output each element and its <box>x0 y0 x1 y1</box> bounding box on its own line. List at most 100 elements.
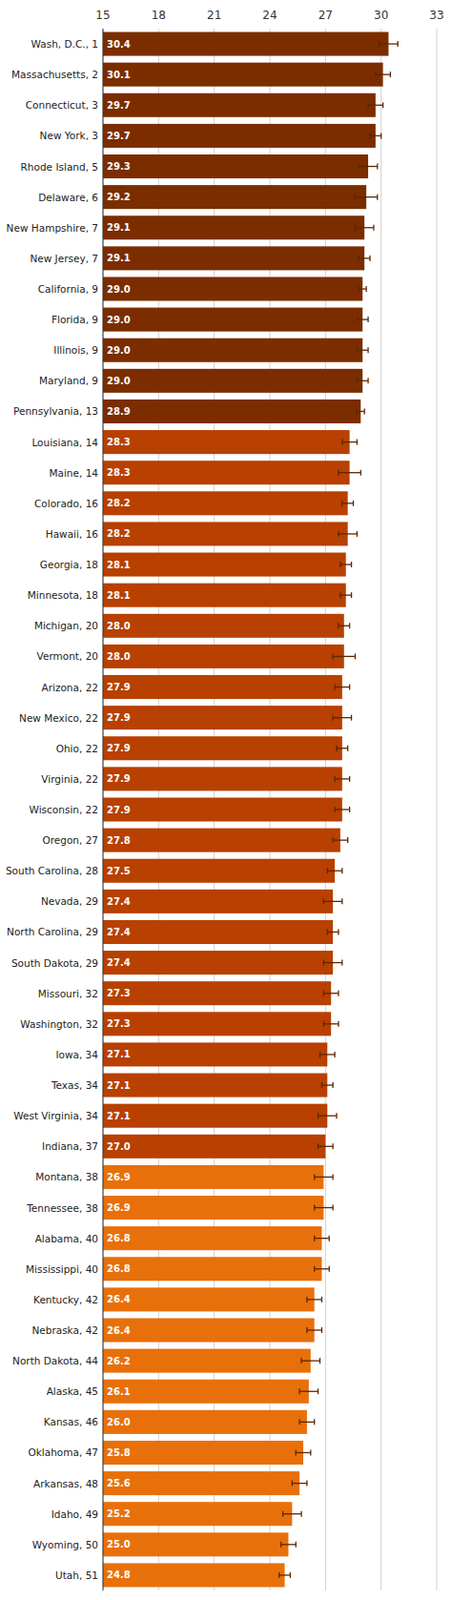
bar <box>102 491 349 515</box>
error-line <box>332 839 349 841</box>
category-label: Massachusetts, 2 <box>11 68 99 81</box>
error-line <box>356 318 369 320</box>
value-label: 29.0 <box>106 284 131 295</box>
x-axis: 15182124273033 <box>95 8 444 22</box>
error-cap <box>378 41 380 47</box>
category-label: Washington, 32 <box>20 1018 99 1030</box>
bar <box>102 93 376 118</box>
bar <box>102 736 343 761</box>
error-line <box>321 1084 333 1086</box>
category-label: Illinois, 9 <box>53 344 99 356</box>
error-cap <box>300 1357 302 1364</box>
value-label: 27.4 <box>106 926 131 938</box>
error-cap <box>323 990 325 997</box>
bar <box>102 521 349 546</box>
error-cap <box>369 255 370 262</box>
value-label: 27.4 <box>106 957 131 968</box>
error-cap <box>309 1449 311 1456</box>
error-cap <box>356 316 358 323</box>
category-label: New Mexico, 22 <box>19 712 99 724</box>
error-cap <box>313 1205 315 1212</box>
axis-line <box>102 28 104 1591</box>
error-cap <box>349 776 350 782</box>
error-line <box>356 410 365 412</box>
bar <box>102 276 363 301</box>
category-label: Connecticut, 3 <box>25 99 99 111</box>
error-bar <box>334 806 350 813</box>
error-cap <box>313 1418 315 1425</box>
value-label: 28.1 <box>106 559 131 571</box>
value-label: 25.0 <box>106 1539 131 1550</box>
error-cap <box>360 470 362 476</box>
value-label: 28.3 <box>106 436 131 448</box>
category-label: Indiana, 37 <box>41 1140 99 1152</box>
error-bar <box>327 867 343 874</box>
category-label: Hawaii, 16 <box>45 528 100 540</box>
bar <box>102 705 343 730</box>
error-cap <box>350 715 352 721</box>
value-label: 29.1 <box>106 252 131 264</box>
x-tick-label: 30 <box>373 8 389 22</box>
error-bar <box>281 1541 297 1548</box>
error-line <box>295 1452 311 1454</box>
error-line <box>358 257 370 259</box>
category-label: Florida, 9 <box>51 313 99 326</box>
error-cap <box>347 837 349 843</box>
error-cap <box>319 1051 321 1058</box>
value-label: 28.1 <box>106 590 131 601</box>
grid-line <box>436 28 438 1591</box>
error-bar <box>318 1143 334 1150</box>
category-label: Pennsylvania, 13 <box>13 405 99 417</box>
error-cap <box>358 255 360 262</box>
value-label: 28.0 <box>106 651 131 662</box>
error-bar <box>323 990 339 997</box>
category-label: South Carolina, 28 <box>5 864 99 877</box>
category-label: Texas, 34 <box>50 1079 99 1091</box>
bar <box>102 981 331 1006</box>
error-line <box>327 870 343 872</box>
error-cap <box>319 1357 321 1364</box>
value-label: 25.6 <box>106 1478 131 1489</box>
bar <box>102 1471 300 1496</box>
error-cap <box>321 1082 323 1089</box>
category-label: South Dakota, 29 <box>11 957 99 969</box>
value-label: 26.2 <box>106 1356 131 1367</box>
error-line <box>332 717 351 719</box>
error-cap <box>367 377 369 384</box>
error-cap <box>356 408 358 414</box>
error-line <box>375 74 391 76</box>
error-cap <box>350 592 352 598</box>
grid-line <box>380 28 382 1591</box>
value-label: 29.7 <box>106 100 131 111</box>
error-line <box>314 1207 333 1209</box>
bar <box>102 1165 324 1190</box>
error-bar <box>338 470 361 476</box>
error-cap <box>337 531 339 537</box>
category-label: Ohio, 22 <box>56 742 99 755</box>
error-cap <box>367 316 369 323</box>
error-cap <box>337 990 339 997</box>
bar <box>102 675 343 699</box>
error-cap <box>331 715 333 721</box>
error-cap <box>306 1296 308 1303</box>
error-line <box>283 1513 302 1515</box>
category-label: Minnesota, 18 <box>27 589 99 601</box>
error-cap <box>352 500 354 507</box>
value-label: 28.2 <box>106 497 131 509</box>
bar <box>102 1134 326 1159</box>
category-label: Wisconsin, 22 <box>29 803 99 816</box>
category-label: Rhode Island, 5 <box>20 161 99 173</box>
category-label: Nevada, 29 <box>41 895 99 907</box>
error-cap <box>354 225 356 231</box>
error-bar <box>338 531 357 537</box>
error-line <box>307 1298 323 1300</box>
bar <box>102 1379 309 1404</box>
error-line <box>307 1329 323 1331</box>
error-line <box>338 472 361 473</box>
error-cap <box>328 1235 330 1242</box>
value-label: 28.0 <box>106 620 131 632</box>
error-cap <box>333 1051 335 1058</box>
bar <box>102 797 343 822</box>
bar <box>102 828 341 853</box>
value-label: 27.4 <box>106 896 131 907</box>
